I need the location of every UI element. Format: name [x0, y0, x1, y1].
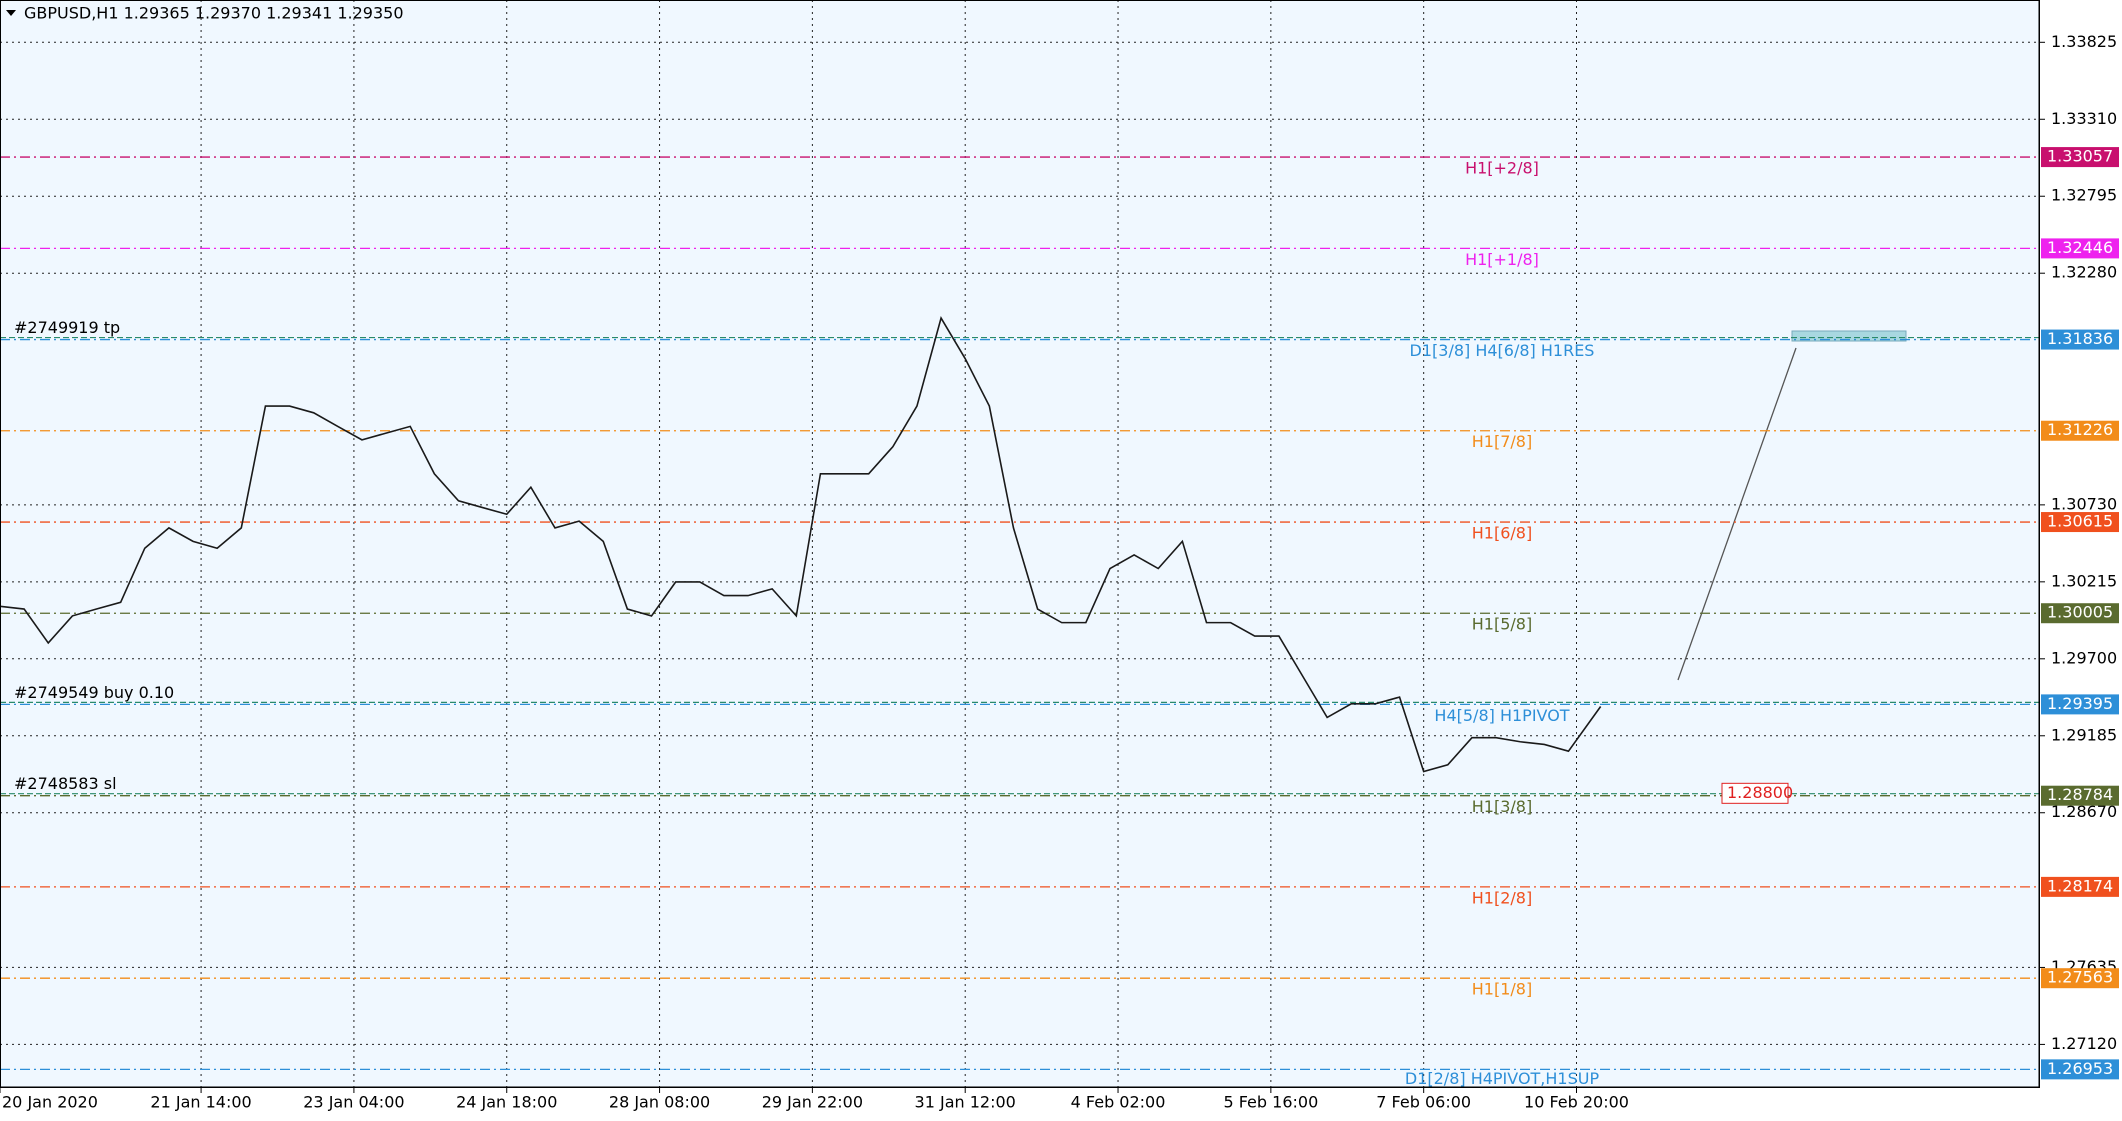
pending-order-box	[1721, 782, 1789, 804]
x-tick-label: 7 Feb 06:00	[1376, 1093, 1471, 1112]
price-box	[2041, 329, 2119, 350]
y-tick-label: 1.29185	[2051, 725, 2117, 744]
x-tick-label: 20 Jan 2020	[2, 1093, 98, 1112]
price-box	[2041, 876, 2119, 897]
trade-label: #2749919 tp	[14, 318, 120, 337]
x-tick-label: 21 Jan 14:00	[150, 1093, 251, 1112]
x-tick-label: 29 Jan 22:00	[762, 1093, 863, 1112]
price-box-label: 1.31836	[2047, 329, 2113, 348]
level-label: H1[+2/8]	[1465, 159, 1539, 178]
y-tick-label: 1.32280	[2051, 263, 2117, 282]
price-box-label: 1.30615	[2047, 512, 2113, 531]
trend-line	[1677, 347, 1797, 681]
price-box	[2041, 238, 2119, 259]
price-box	[2041, 785, 2119, 806]
y-tick-label: 1.30215	[2051, 571, 2117, 590]
level-label: H1[3/8]	[1472, 797, 1532, 816]
x-tick-label: 31 Jan 12:00	[915, 1093, 1016, 1112]
level-label: H1[+1/8]	[1465, 250, 1539, 269]
x-tick-label: 10 Feb 20:00	[1524, 1093, 1629, 1112]
price-box-label: 1.30005	[2047, 603, 2113, 622]
y-tick-label: 1.32795	[2051, 186, 2117, 205]
trade-label: #2748583 sl	[14, 774, 117, 793]
price-box	[2041, 694, 2119, 715]
price-box	[2041, 420, 2119, 441]
y-tick-label: 1.33825	[2051, 32, 2117, 51]
x-tick-label: 4 Feb 02:00	[1071, 1093, 1166, 1112]
price-box-label: 1.28784	[2047, 785, 2113, 804]
price-box-label: 1.26953	[2047, 1059, 2113, 1078]
level-label: H4[5/8] H1PIVOT	[1434, 706, 1569, 725]
price-box-label: 1.27563	[2047, 968, 2113, 987]
price-box-label: 1.33057	[2047, 147, 2113, 166]
level-label: D1[3/8] H4[6/8] H1RES	[1410, 341, 1595, 360]
y-tick-label: 1.30730	[2051, 494, 2117, 513]
price-box	[2041, 603, 2119, 624]
y-tick-label: 1.27120	[2051, 1034, 2117, 1053]
plot-background	[0, 0, 2039, 1087]
trade-label: #2749549 buy 0.10	[14, 683, 174, 702]
price-box	[2041, 512, 2119, 533]
level-label: D1[2/8] H4PIVOT,H1SUP	[1405, 1069, 1600, 1088]
level-label: H1[5/8]	[1472, 615, 1532, 634]
level-label: H1[2/8]	[1472, 888, 1532, 907]
price-box	[2041, 968, 2119, 989]
x-tick-label: 24 Jan 18:00	[456, 1093, 557, 1112]
pending-order-label: 1.28800	[1727, 783, 1793, 802]
target-box	[1791, 330, 1907, 342]
price-box-label: 1.32446	[2047, 238, 2113, 257]
price-box	[2041, 1059, 2119, 1080]
x-tick-label: 5 Feb 16:00	[1223, 1093, 1318, 1112]
price-box-label: 1.29395	[2047, 694, 2113, 713]
price-box-label: 1.28174	[2047, 876, 2113, 895]
level-label: H1[1/8]	[1472, 980, 1532, 999]
price-box-label: 1.31226	[2047, 420, 2113, 439]
y-tick-label: 1.33310	[2051, 109, 2117, 128]
menu-triangle[interactable]	[6, 10, 16, 16]
chart-title: GBPUSD,H1 1.29365 1.29370 1.29341 1.2935…	[24, 4, 404, 23]
price-line	[0, 316, 1602, 773]
x-tick-label: 28 Jan 08:00	[609, 1093, 710, 1112]
plot-border	[0, 0, 2040, 1088]
level-label: H1[6/8]	[1472, 524, 1532, 543]
price-box	[2041, 147, 2119, 168]
x-tick-label: 23 Jan 04:00	[303, 1093, 404, 1112]
y-tick-label: 1.28670	[2051, 802, 2117, 821]
level-label: H1[7/8]	[1472, 432, 1532, 451]
y-tick-label: 1.29700	[2051, 648, 2117, 667]
